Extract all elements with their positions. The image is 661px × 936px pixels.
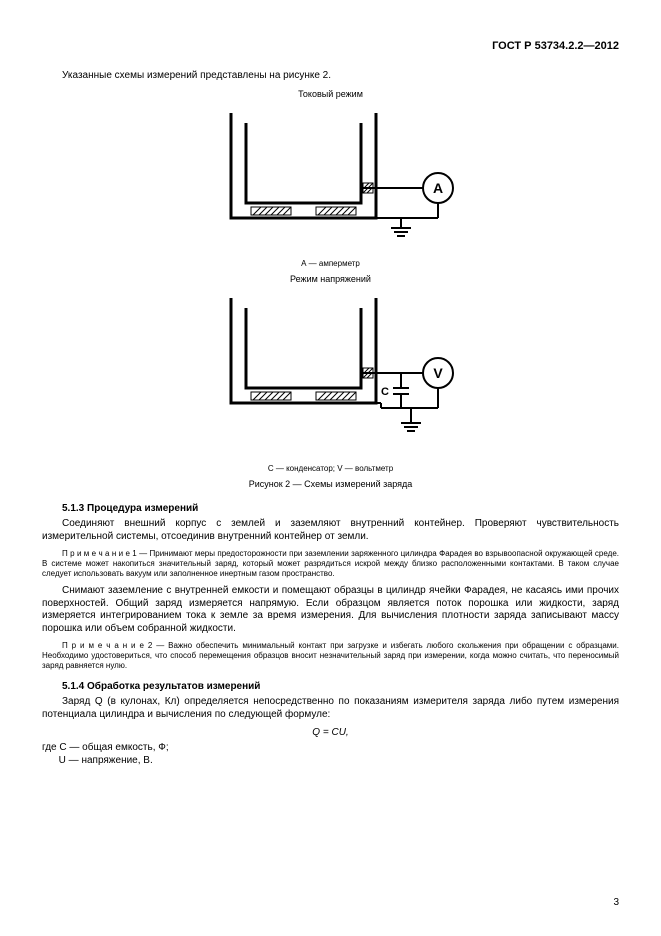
- figure-caption: Рисунок 2 — Схемы измерений заряда: [42, 479, 619, 489]
- diagram2-title: Режим напряжений: [42, 274, 619, 284]
- voltmeter-label: V: [433, 365, 443, 381]
- sec-513-p2: Снимают заземление с внутренней емкости …: [42, 585, 619, 635]
- diagram1: A: [42, 103, 619, 253]
- formula: Q = CU,: [42, 727, 619, 738]
- diagram2: C V: [42, 288, 619, 458]
- standard-header: ГОСТ Р 53734.2.2—2012: [42, 40, 619, 52]
- intro-text: Указанные схемы измерений представлены н…: [42, 70, 619, 81]
- sec-513-heading: 5.1.3 Процедура измерений: [42, 503, 619, 514]
- page: ГОСТ Р 53734.2.2—2012 Указанные схемы из…: [0, 0, 661, 936]
- diagram1-caption: А — амперметр: [42, 259, 619, 268]
- sec-514-heading: 5.1.4 Обработка результатов измерений: [42, 681, 619, 692]
- capacitor-label: C: [381, 386, 389, 398]
- sec-514-p1: Заряд Q (в кулонах, Кл) определяется неп…: [42, 696, 619, 721]
- ammeter-label: A: [432, 180, 442, 196]
- where-line1: где С — общая емкость, Ф;: [42, 742, 619, 753]
- sec-513-note1: П р и м е ч а н и е 1 — Принимают меры п…: [42, 549, 619, 579]
- page-number: 3: [613, 897, 619, 908]
- sec-513-p1: Соединяют внешний корпус с землей и зазе…: [42, 518, 619, 543]
- sec-513-note2: П р и м е ч а н и е 2 — Важно обеспечить…: [42, 641, 619, 671]
- diagram1-title: Токовый режим: [42, 89, 619, 99]
- where-line2: U — напряжение, В.: [42, 755, 619, 766]
- diagram2-caption: С — конденсатор; V — вольтметр: [42, 464, 619, 473]
